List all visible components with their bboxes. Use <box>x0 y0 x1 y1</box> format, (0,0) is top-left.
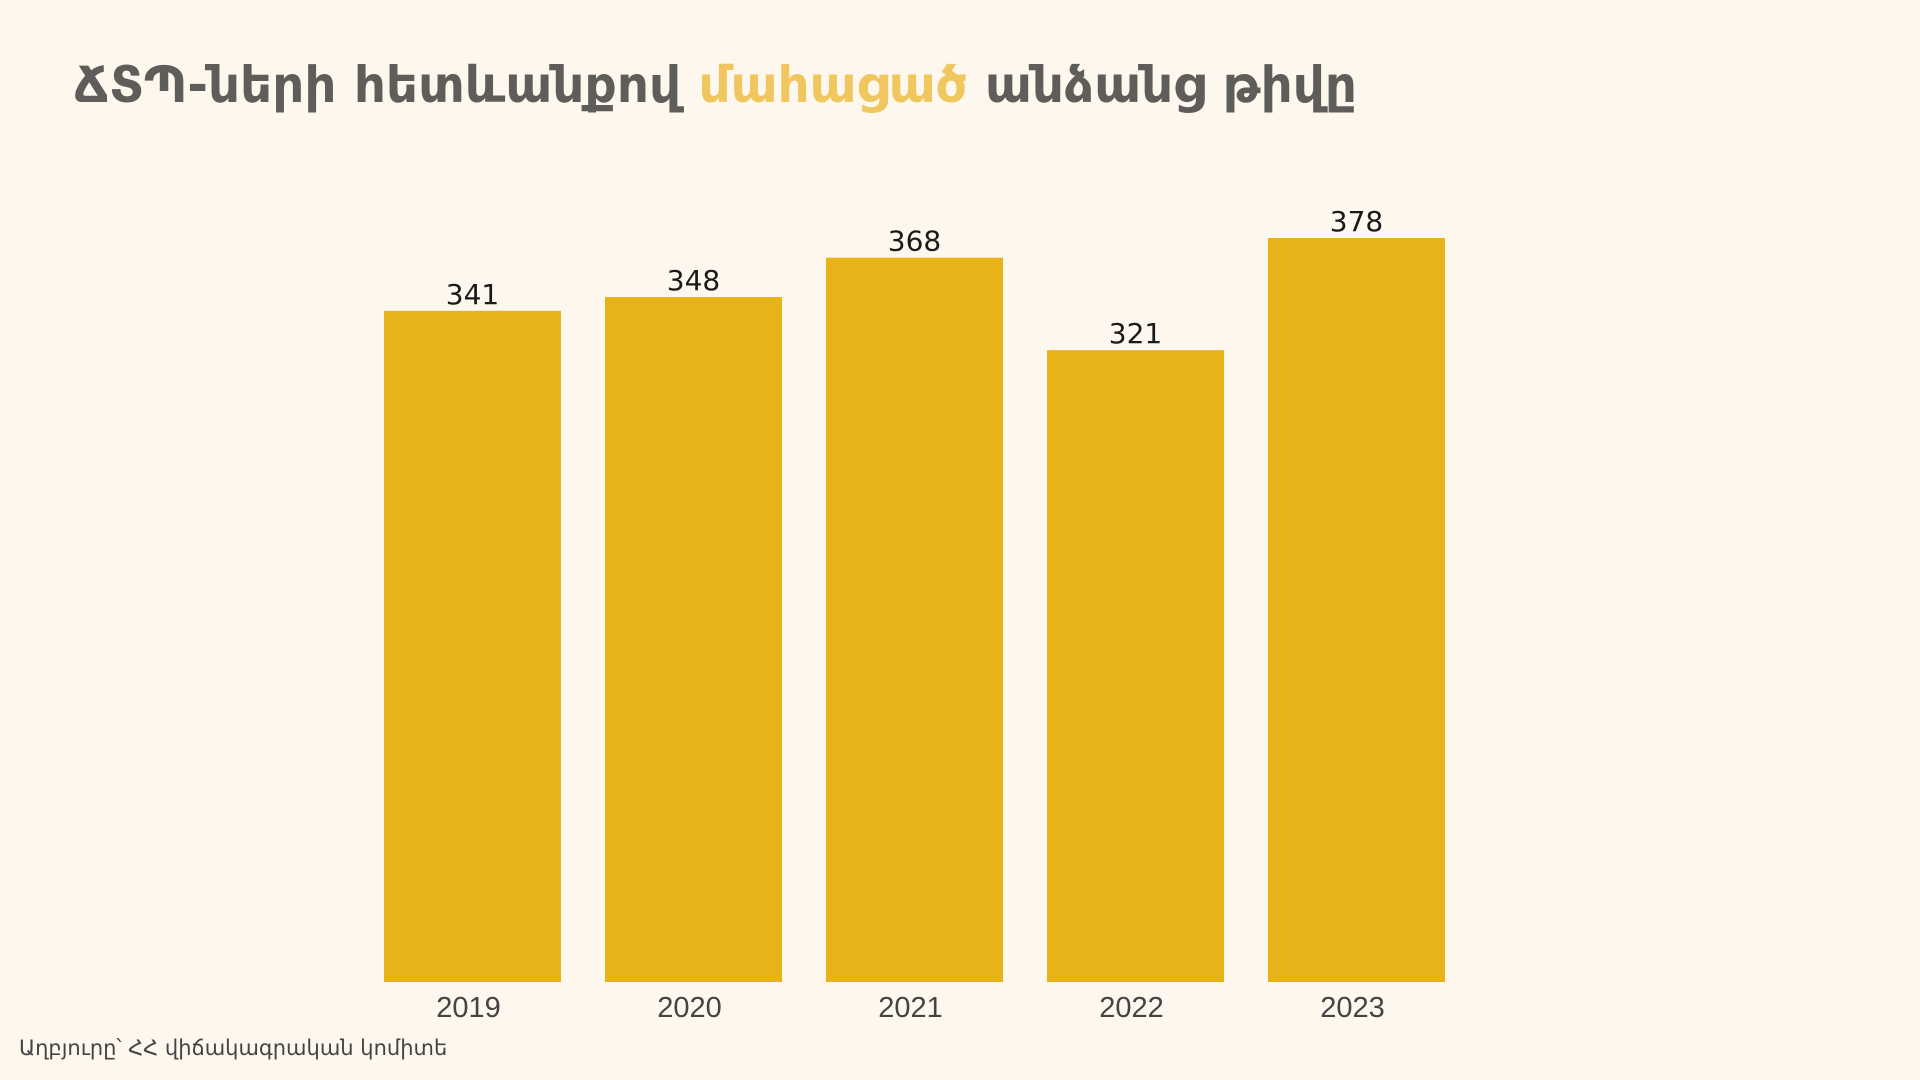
x-tick-label-2023: 2023 <box>1320 992 1385 1024</box>
title-highlight: մահացած <box>698 56 968 114</box>
value-label-2020: 348 <box>667 264 720 297</box>
value-label-2023: 378 <box>1330 205 1383 238</box>
x-tick-label-2022: 2022 <box>1099 992 1164 1024</box>
bar-2020 <box>605 297 782 982</box>
x-tick-label-2020: 2020 <box>657 992 722 1024</box>
title-part-2: անձանց թիվը <box>967 56 1357 114</box>
value-label-2021: 368 <box>888 225 941 258</box>
x-tick-label-2021: 2021 <box>878 992 943 1024</box>
chart-title: ՃՏՊ-ների հետևանքով մահացած անձանց թիվը <box>74 50 1357 120</box>
source-note: Աղբյուրը՝ ՀՀ վիճակագրական կոմիտե <box>19 1036 448 1060</box>
value-label-2019: 341 <box>446 278 499 311</box>
x-tick-label-2019: 2019 <box>436 992 501 1024</box>
bar-2022 <box>1047 350 1224 982</box>
title-part-1: ՃՏՊ-ների հետևանքով <box>74 56 699 114</box>
value-label-2022: 321 <box>1109 317 1162 350</box>
bar-2019 <box>384 310 561 982</box>
bar-2021 <box>826 257 1003 983</box>
bar-2023 <box>1268 238 1445 982</box>
